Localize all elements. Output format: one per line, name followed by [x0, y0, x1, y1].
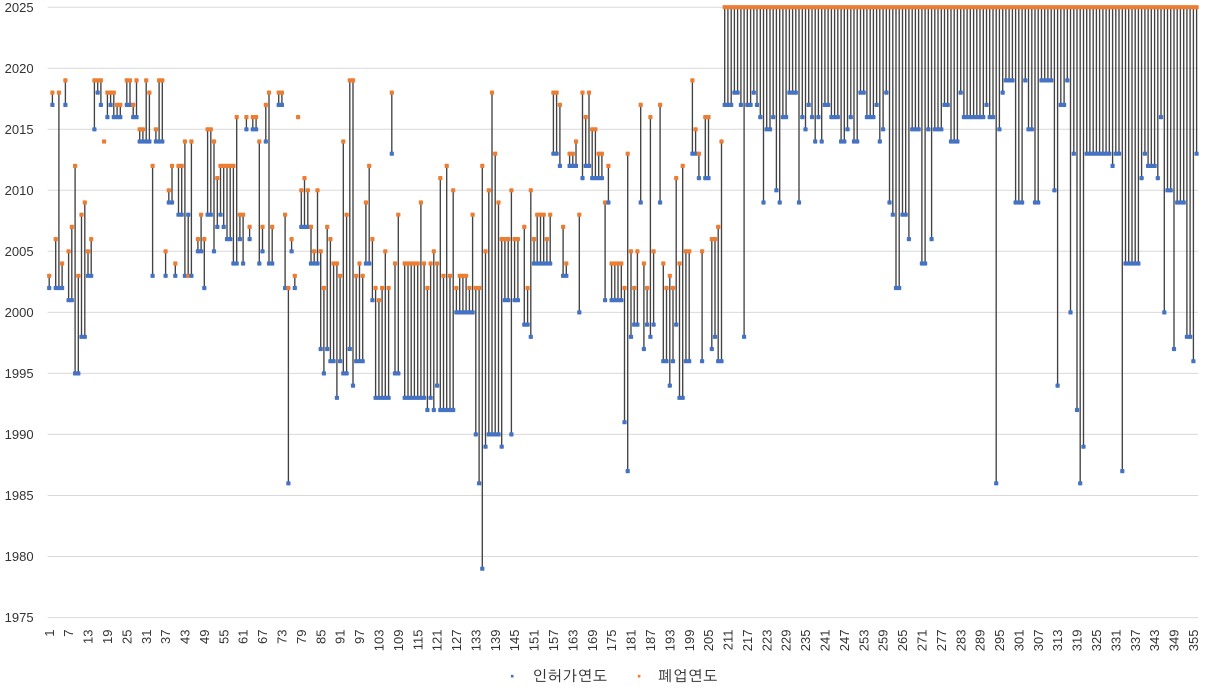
svg-text:25: 25 — [119, 630, 134, 644]
svg-text:115: 115 — [410, 630, 425, 651]
svg-text:13: 13 — [81, 630, 96, 644]
svg-text:43: 43 — [178, 630, 193, 644]
svg-text:163: 163 — [565, 630, 580, 652]
svg-text:187: 187 — [643, 630, 658, 652]
svg-text:223: 223 — [759, 630, 774, 652]
svg-text:151: 151 — [527, 630, 542, 652]
svg-text:337: 337 — [1128, 630, 1143, 652]
svg-text:85: 85 — [313, 630, 328, 644]
svg-text:127: 127 — [449, 630, 464, 652]
svg-text:253: 253 — [856, 630, 871, 652]
svg-text:199: 199 — [682, 630, 697, 652]
svg-text:1980: 1980 — [5, 549, 34, 564]
svg-text:217: 217 — [740, 630, 755, 652]
svg-text:37: 37 — [158, 630, 173, 644]
svg-text:283: 283 — [953, 630, 968, 652]
svg-text:319: 319 — [1070, 630, 1085, 652]
svg-text:265: 265 — [895, 630, 910, 652]
svg-text:1985: 1985 — [5, 488, 34, 503]
svg-text:1995: 1995 — [5, 366, 34, 381]
svg-text:133: 133 — [468, 630, 483, 652]
svg-text:2010: 2010 — [5, 183, 34, 198]
svg-text:139: 139 — [488, 630, 503, 652]
svg-text:55: 55 — [216, 630, 231, 644]
svg-text:145: 145 — [507, 630, 522, 652]
svg-text:1: 1 — [42, 630, 57, 637]
svg-text:259: 259 — [876, 630, 891, 652]
svg-text:109: 109 — [391, 630, 406, 652]
svg-text:235: 235 — [798, 630, 813, 652]
svg-text:7: 7 — [61, 630, 76, 637]
svg-text:73: 73 — [275, 630, 290, 644]
svg-text:277: 277 — [934, 630, 949, 652]
svg-text:211: 211 — [721, 630, 736, 651]
svg-text:349: 349 — [1167, 630, 1182, 652]
svg-text:91: 91 — [333, 630, 348, 644]
svg-text:61: 61 — [236, 630, 251, 644]
svg-text:2020: 2020 — [5, 61, 34, 76]
svg-text:1975: 1975 — [5, 610, 34, 625]
svg-text:121: 121 — [430, 630, 445, 652]
svg-text:205: 205 — [701, 630, 716, 652]
svg-text:301: 301 — [1011, 630, 1026, 652]
svg-text:247: 247 — [837, 630, 852, 652]
svg-text:2015: 2015 — [5, 122, 34, 137]
svg-text:193: 193 — [662, 630, 677, 652]
svg-text:181: 181 — [624, 630, 639, 652]
svg-text:31: 31 — [139, 630, 154, 644]
svg-text:289: 289 — [973, 630, 988, 652]
svg-text:2025: 2025 — [5, 0, 34, 15]
svg-text:67: 67 — [255, 630, 270, 644]
svg-text:19: 19 — [100, 630, 115, 644]
svg-text:229: 229 — [779, 630, 794, 652]
svg-text:79: 79 — [294, 630, 309, 644]
svg-text:97: 97 — [352, 630, 367, 644]
svg-text:325: 325 — [1089, 630, 1104, 652]
svg-text:331: 331 — [1108, 630, 1123, 652]
svg-text:2005: 2005 — [5, 244, 34, 259]
svg-text:175: 175 — [604, 630, 619, 652]
svg-text:271: 271 — [915, 630, 930, 652]
svg-text:355: 355 — [1186, 630, 1201, 652]
svg-text:313: 313 — [1050, 630, 1065, 652]
svg-text:169: 169 — [585, 630, 600, 652]
svg-text:103: 103 — [372, 630, 387, 652]
svg-text:343: 343 — [1147, 630, 1162, 652]
svg-text:241: 241 — [818, 630, 833, 652]
svg-text:49: 49 — [197, 630, 212, 644]
svg-text:295: 295 — [992, 630, 1007, 652]
svg-text:157: 157 — [546, 630, 561, 652]
svg-text:2000: 2000 — [5, 305, 34, 320]
svg-text:307: 307 — [1031, 630, 1046, 652]
svg-text:1990: 1990 — [5, 427, 34, 442]
